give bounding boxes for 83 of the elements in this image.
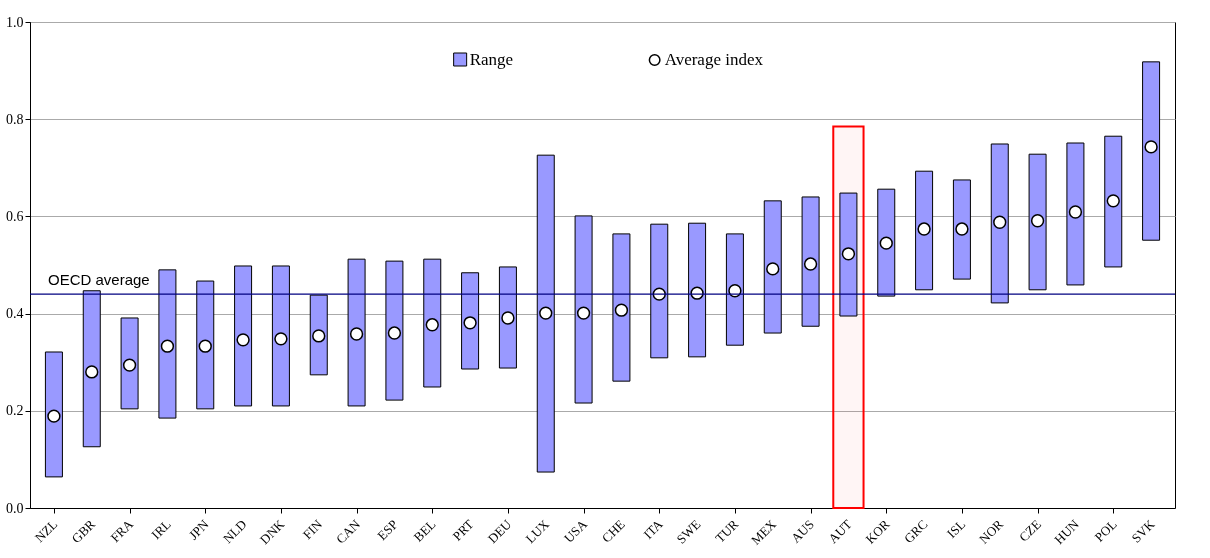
bar xyxy=(423,258,442,388)
bar xyxy=(801,196,820,327)
bar xyxy=(952,179,971,280)
x-tick-label: GBR xyxy=(68,516,99,547)
bar xyxy=(1066,142,1085,286)
y-tick-label: 0.8 xyxy=(6,111,24,127)
point xyxy=(1144,140,1158,154)
point xyxy=(425,318,439,332)
point xyxy=(463,316,477,330)
x-tick-label: JPN xyxy=(185,516,213,543)
point xyxy=(576,306,591,320)
x-tick-label: CHE xyxy=(598,516,628,546)
bar xyxy=(498,266,517,369)
point xyxy=(85,365,99,379)
bar xyxy=(158,269,177,419)
bar xyxy=(650,223,669,359)
bar xyxy=(347,258,366,407)
bar xyxy=(385,260,404,401)
point xyxy=(236,333,250,347)
x-tick-label: NZL xyxy=(31,516,61,546)
bar xyxy=(234,265,253,407)
bar xyxy=(1104,135,1123,268)
point xyxy=(198,339,212,353)
bar xyxy=(82,290,101,448)
point xyxy=(614,303,629,317)
bar xyxy=(688,222,707,358)
point xyxy=(993,215,1007,229)
point xyxy=(47,409,61,423)
x-tick-label: FIN xyxy=(299,516,326,543)
y-tick-label: 0.0 xyxy=(6,500,24,516)
bar xyxy=(1028,153,1047,291)
ref-line-label: OECD average xyxy=(48,271,150,289)
point xyxy=(312,329,326,343)
bar xyxy=(1142,61,1161,241)
bar xyxy=(612,233,631,382)
point xyxy=(766,262,780,276)
x-tick-label: IRL xyxy=(148,516,174,543)
x-tick-label: ITA xyxy=(640,516,667,542)
legend-label: Average index xyxy=(664,50,764,69)
point xyxy=(917,222,931,236)
point xyxy=(1106,194,1120,208)
bar xyxy=(574,215,593,404)
point xyxy=(122,358,137,372)
bar xyxy=(877,188,896,297)
point xyxy=(160,339,175,353)
point xyxy=(841,247,856,261)
point xyxy=(803,257,818,271)
x-tick-label: PRT xyxy=(449,516,477,544)
bar xyxy=(536,154,555,473)
x-tick-label: POL xyxy=(1091,516,1120,545)
point xyxy=(1068,205,1083,219)
y-tick-label: 0.2 xyxy=(6,403,24,419)
bar xyxy=(763,200,782,334)
x-tick-label: USA xyxy=(560,516,591,546)
point xyxy=(501,311,515,325)
point xyxy=(349,327,364,341)
bar xyxy=(915,170,934,291)
x-tick-label: GRC xyxy=(900,516,931,547)
bar xyxy=(725,233,744,346)
bar xyxy=(839,192,858,317)
point xyxy=(879,236,893,250)
bar xyxy=(990,143,1009,304)
x-tick-label: ISL xyxy=(943,516,969,541)
point xyxy=(539,306,553,320)
bar xyxy=(271,265,290,407)
bar xyxy=(44,351,63,478)
x-tick-label: TUR xyxy=(712,516,742,546)
bar xyxy=(196,280,215,410)
x-tick-label: BEL xyxy=(410,516,439,545)
legend-label: Range xyxy=(469,50,514,69)
point xyxy=(728,284,742,298)
x-tick-label: FRA xyxy=(107,516,137,546)
point xyxy=(274,332,288,346)
bar xyxy=(120,317,139,410)
x-tick-label: CZE xyxy=(1015,516,1044,545)
x-tick-label: ESP xyxy=(374,516,401,544)
y-tick-label: 0.4 xyxy=(6,306,24,322)
point xyxy=(1030,214,1045,228)
bar xyxy=(461,272,480,370)
y-tick-label: 0.6 xyxy=(6,208,24,224)
y-tick-label: 1.0 xyxy=(6,14,24,30)
point xyxy=(955,222,969,236)
point xyxy=(387,326,402,340)
